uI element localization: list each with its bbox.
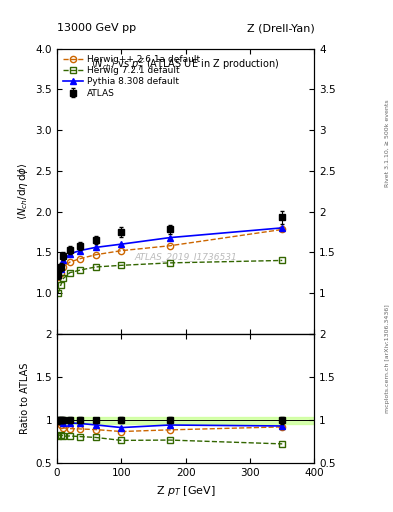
Herwig++ 2.6.1a default	[167, 243, 172, 249]
Herwig 7.2.1 default	[68, 270, 72, 276]
Herwig 7.2.1 default	[93, 264, 98, 270]
Pythia 8.308 default	[93, 244, 98, 250]
Pythia 8.308 default	[119, 241, 124, 247]
Text: $\langle N_{ch}\rangle$ vs $p^{Z}_{T}$ (ATLAS UE in Z production): $\langle N_{ch}\rangle$ vs $p^{Z}_{T}$ (…	[92, 56, 280, 73]
Pythia 8.308 default	[167, 234, 172, 241]
Pythia 8.308 default	[59, 266, 63, 272]
Herwig++ 2.6.1a default	[61, 264, 66, 270]
Herwig 7.2.1 default	[77, 267, 82, 273]
Herwig 7.2.1 default	[167, 260, 172, 266]
Herwig++ 2.6.1a default	[119, 248, 124, 254]
Y-axis label: $\langle N_{ch}/\mathrm{d}\eta\,\mathrm{d}\phi\rangle$: $\langle N_{ch}/\mathrm{d}\eta\,\mathrm{…	[16, 162, 30, 220]
Herwig++ 2.6.1a default	[280, 226, 285, 232]
Pythia 8.308 default	[280, 225, 285, 231]
Herwig 7.2.1 default	[119, 262, 124, 268]
Legend: Herwig++ 2.6.1a default, Herwig 7.2.1 default, Pythia 8.308 default, ATLAS: Herwig++ 2.6.1a default, Herwig 7.2.1 de…	[61, 53, 202, 99]
Y-axis label: Ratio to ATLAS: Ratio to ATLAS	[20, 363, 30, 434]
X-axis label: Z $p_T$ [GeV]: Z $p_T$ [GeV]	[156, 484, 215, 498]
Text: mcplots.cern.ch [arXiv:1306.3436]: mcplots.cern.ch [arXiv:1306.3436]	[385, 304, 389, 413]
Herwig++ 2.6.1a default	[93, 252, 98, 258]
Text: ATLAS_2019_I1736531: ATLAS_2019_I1736531	[134, 252, 237, 261]
Herwig 7.2.1 default	[280, 258, 285, 264]
Herwig++ 2.6.1a default	[59, 270, 63, 276]
Herwig++ 2.6.1a default	[77, 255, 82, 262]
Line: Herwig++ 2.6.1a default: Herwig++ 2.6.1a default	[55, 226, 285, 280]
Line: Pythia 8.308 default: Pythia 8.308 default	[55, 225, 285, 278]
Text: Z (Drell-Yan): Z (Drell-Yan)	[247, 23, 314, 33]
Pythia 8.308 default	[61, 258, 66, 264]
Herwig++ 2.6.1a default	[68, 259, 72, 265]
Pythia 8.308 default	[68, 251, 72, 257]
Bar	[57, 417, 314, 423]
Text: Rivet 3.1.10, ≥ 500k events: Rivet 3.1.10, ≥ 500k events	[385, 99, 389, 187]
Herwig 7.2.1 default	[59, 282, 63, 288]
Herwig 7.2.1 default	[61, 275, 66, 282]
Herwig 7.2.1 default	[56, 290, 61, 296]
Line: Herwig 7.2.1 default: Herwig 7.2.1 default	[55, 258, 285, 296]
Herwig++ 2.6.1a default	[56, 273, 61, 280]
Pythia 8.308 default	[56, 272, 61, 278]
Text: 13000 GeV pp: 13000 GeV pp	[57, 23, 136, 33]
Pythia 8.308 default	[77, 248, 82, 254]
